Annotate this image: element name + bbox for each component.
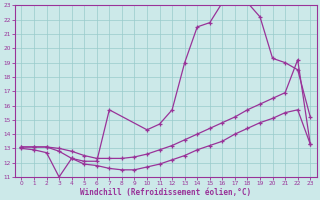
X-axis label: Windchill (Refroidissement éolien,°C): Windchill (Refroidissement éolien,°C) (80, 188, 252, 197)
